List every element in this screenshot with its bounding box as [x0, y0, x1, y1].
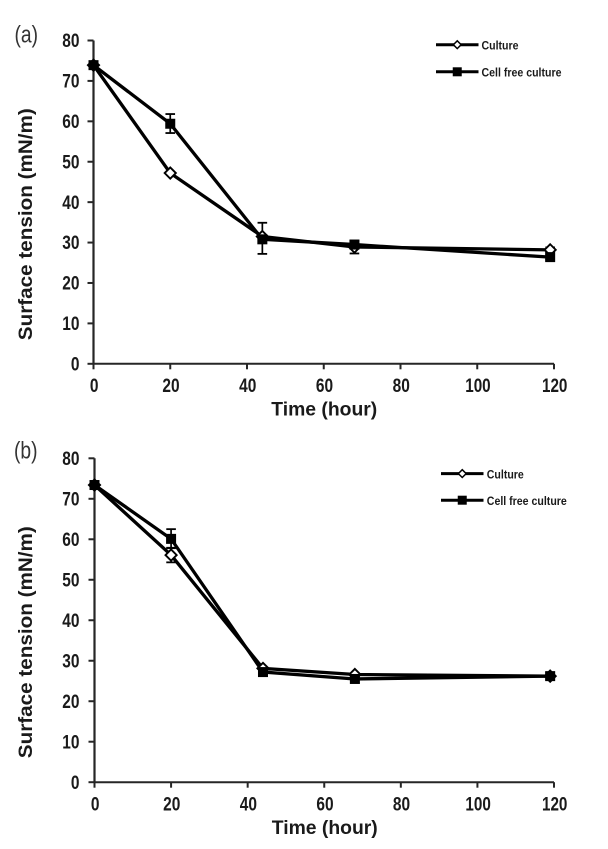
- svg-text:60: 60: [316, 794, 333, 815]
- svg-text:70: 70: [62, 489, 79, 510]
- svg-text:30: 30: [62, 651, 79, 672]
- svg-text:Culture: Culture: [487, 469, 524, 481]
- svg-text:Surface tension (mN/m): Surface tension (mN/m): [15, 526, 37, 758]
- svg-text:60: 60: [316, 376, 333, 397]
- svg-text:Culture: Culture: [482, 40, 519, 52]
- svg-text:40: 40: [62, 193, 79, 214]
- svg-text:100: 100: [465, 794, 490, 815]
- svg-text:50: 50: [62, 152, 79, 173]
- svg-text:80: 80: [62, 31, 79, 52]
- svg-text:0: 0: [71, 354, 80, 375]
- svg-text:30: 30: [62, 233, 79, 254]
- svg-text:80: 80: [62, 449, 79, 470]
- svg-text:40: 40: [239, 376, 256, 397]
- svg-text:60: 60: [62, 530, 79, 551]
- svg-text:0: 0: [90, 376, 99, 397]
- svg-text:120: 120: [542, 794, 567, 815]
- svg-text:0: 0: [91, 794, 100, 815]
- svg-text:100: 100: [465, 376, 490, 397]
- svg-text:60: 60: [62, 112, 79, 133]
- svg-text:80: 80: [393, 794, 410, 815]
- svg-text:Time (hour): Time (hour): [271, 399, 377, 421]
- svg-text:120: 120: [542, 376, 567, 397]
- svg-text:0: 0: [71, 773, 80, 794]
- svg-text:10: 10: [62, 732, 79, 753]
- svg-text:(b): (b): [14, 437, 38, 464]
- svg-text:80: 80: [393, 376, 410, 397]
- svg-text:(a): (a): [15, 21, 39, 48]
- svg-text:Surface tension (mN/m): Surface tension (mN/m): [15, 108, 37, 340]
- svg-text:20: 20: [163, 794, 180, 815]
- svg-text:40: 40: [240, 794, 257, 815]
- svg-text:Time (hour): Time (hour): [272, 817, 378, 839]
- svg-text:70: 70: [62, 72, 79, 93]
- svg-text:50: 50: [62, 570, 79, 591]
- svg-text:Cell free culture: Cell free culture: [487, 496, 567, 508]
- svg-text:10: 10: [62, 314, 79, 335]
- svg-text:20: 20: [62, 274, 79, 295]
- svg-text:20: 20: [62, 692, 79, 713]
- svg-text:40: 40: [62, 611, 79, 632]
- svg-text:20: 20: [162, 376, 179, 397]
- svg-text:Cell free culture: Cell free culture: [482, 68, 562, 80]
